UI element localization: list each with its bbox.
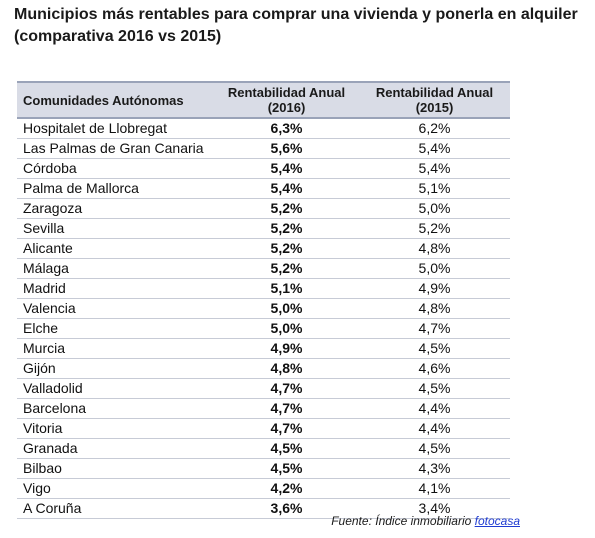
cell-rentability-2016: 4,8% xyxy=(214,358,359,379)
cell-rentability-2015: 5,2% xyxy=(359,218,510,239)
table-row: Palma de Mallorca 5,4% 5,1% xyxy=(17,178,510,199)
source-prefix: Fuente: Índice inmobiliario xyxy=(331,514,475,528)
cell-rentability-2016: 5,4% xyxy=(214,158,359,179)
cell-rentability-2015: 5,4% xyxy=(359,138,510,159)
cell-rentability-2015: 4,5% xyxy=(359,378,510,399)
cell-rentability-2016: 4,5% xyxy=(214,438,359,459)
cell-rentability-2015: 4,4% xyxy=(359,418,510,439)
cell-municipality: Valencia xyxy=(17,298,214,319)
cell-rentability-2015: 4,8% xyxy=(359,238,510,259)
table-row: Murcia 4,9% 4,5% xyxy=(17,338,510,359)
table-row: A Coruña 3,6% 3,4% xyxy=(17,498,510,519)
table-row: Elche 5,0% 4,7% xyxy=(17,318,510,339)
cell-rentability-2016: 4,9% xyxy=(214,338,359,359)
cell-municipality: Bilbao xyxy=(17,458,214,479)
rentability-table: Comunidades Autónomas Rentabilidad Anual… xyxy=(17,81,510,519)
cell-rentability-2015: 4,6% xyxy=(359,358,510,379)
cell-rentability-2015: 4,5% xyxy=(359,438,510,459)
table-row: Gijón 4,8% 4,6% xyxy=(17,358,510,379)
column-header-region: Comunidades Autónomas xyxy=(17,81,214,119)
cell-rentability-2016: 4,7% xyxy=(214,398,359,419)
table-row: Las Palmas de Gran Canaria 5,6% 5,4% xyxy=(17,138,510,159)
table-row: Granada 4,5% 4,5% xyxy=(17,438,510,459)
page-title: Municipios más rentables para comprar un… xyxy=(14,6,578,45)
table-row: Barcelona 4,7% 4,4% xyxy=(17,398,510,419)
column-header-2016: Rentabilidad Anual (2016) xyxy=(214,81,359,119)
cell-municipality: Alicante xyxy=(17,238,214,259)
table-row: Hospitalet de Llobregat 6,3% 6,2% xyxy=(17,118,510,139)
cell-rentability-2015: 3,4% xyxy=(359,498,510,519)
cell-rentability-2016: 5,0% xyxy=(214,318,359,339)
table-row: Alicante 5,2% 4,8% xyxy=(17,238,510,259)
cell-rentability-2015: 6,2% xyxy=(359,118,510,139)
cell-municipality: Barcelona xyxy=(17,398,214,419)
cell-rentability-2016: 6,3% xyxy=(214,118,359,139)
cell-rentability-2016: 5,2% xyxy=(214,218,359,239)
table-row: Zaragoza 5,2% 5,0% xyxy=(17,198,510,219)
cell-municipality: Gijón xyxy=(17,358,214,379)
table-row: Córdoba 5,4% 5,4% xyxy=(17,158,510,179)
cell-rentability-2016: 5,2% xyxy=(214,258,359,279)
cell-rentability-2015: 4,3% xyxy=(359,458,510,479)
cell-rentability-2015: 4,8% xyxy=(359,298,510,319)
cell-municipality: Sevilla xyxy=(17,218,214,239)
cell-municipality: Zaragoza xyxy=(17,198,214,219)
cell-rentability-2015: 5,0% xyxy=(359,258,510,279)
cell-rentability-2015: 4,9% xyxy=(359,278,510,299)
table-row: Vitoria 4,7% 4,4% xyxy=(17,418,510,439)
table-row: Madrid 5,1% 4,9% xyxy=(17,278,510,299)
table-body: Hospitalet de Llobregat 6,3% 6,2% Las Palma… xyxy=(17,118,510,519)
cell-municipality: Vitoria xyxy=(17,418,214,439)
cell-municipality: Palma de Mallorca xyxy=(17,178,214,199)
cell-municipality: Madrid xyxy=(17,278,214,299)
cell-municipality: Vigo xyxy=(17,478,214,499)
cell-rentability-2016: 5,2% xyxy=(214,238,359,259)
cell-rentability-2015: 4,4% xyxy=(359,398,510,419)
cell-rentability-2015: 5,4% xyxy=(359,158,510,179)
table-row: Málaga 5,2% 5,0% xyxy=(17,258,510,279)
table-row: Vigo 4,2% 4,1% xyxy=(17,478,510,499)
cell-municipality: Granada xyxy=(17,438,214,459)
table-row: Sevilla 5,2% 5,2% xyxy=(17,218,510,239)
cell-rentability-2016: 3,6% xyxy=(214,498,359,519)
cell-municipality: Elche xyxy=(17,318,214,339)
cell-rentability-2015: 4,1% xyxy=(359,478,510,499)
cell-municipality: Murcia xyxy=(17,338,214,359)
cell-rentability-2016: 5,0% xyxy=(214,298,359,319)
cell-rentability-2015: 4,5% xyxy=(359,338,510,359)
cell-rentability-2016: 5,1% xyxy=(214,278,359,299)
cell-municipality: Córdoba xyxy=(17,158,214,179)
cell-rentability-2016: 5,2% xyxy=(214,198,359,219)
cell-municipality: A Coruña xyxy=(17,498,214,519)
cell-rentability-2016: 4,2% xyxy=(214,478,359,499)
source-note: Fuente: Índice inmobiliario fotocasa xyxy=(300,514,520,528)
cell-municipality: Málaga xyxy=(17,258,214,279)
cell-rentability-2016: 4,7% xyxy=(214,378,359,399)
table-row: Valencia 5,0% 4,8% xyxy=(17,298,510,319)
cell-rentability-2016: 4,5% xyxy=(214,458,359,479)
cell-rentability-2015: 5,0% xyxy=(359,198,510,219)
cell-rentability-2015: 5,1% xyxy=(359,178,510,199)
cell-rentability-2016: 5,6% xyxy=(214,138,359,159)
cell-municipality: Las Palmas de Gran Canaria xyxy=(17,138,214,159)
cell-rentability-2015: 4,7% xyxy=(359,318,510,339)
cell-rentability-2016: 4,7% xyxy=(214,418,359,439)
table-header-row: Comunidades Autónomas Rentabilidad Anual… xyxy=(17,81,510,119)
source-link[interactable]: fotocasa xyxy=(474,514,520,528)
cell-municipality: Valladolid xyxy=(17,378,214,399)
cell-municipality: Hospitalet de Llobregat xyxy=(17,118,214,139)
cell-rentability-2016: 5,4% xyxy=(214,178,359,199)
table-row: Bilbao 4,5% 4,3% xyxy=(17,458,510,479)
table-row: Valladolid 4,7% 4,5% xyxy=(17,378,510,399)
column-header-2015: Rentabilidad Anual (2015) xyxy=(359,81,510,119)
